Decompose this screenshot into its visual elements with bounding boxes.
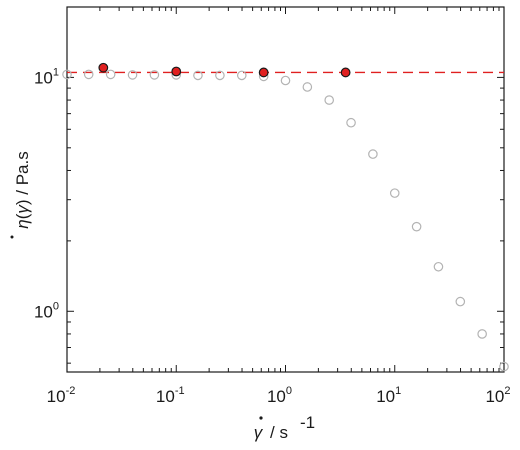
plot-frame	[66, 6, 505, 373]
data-point-open	[477, 329, 487, 339]
data-point-open	[215, 70, 225, 81]
x-tick-label: 102	[485, 385, 510, 406]
svg-text:-1: -1	[300, 413, 315, 432]
data-point-open	[105, 69, 116, 80]
y-tick-labels: 100 101	[34, 66, 59, 321]
data-point-open	[127, 70, 138, 80]
x-tick-label: 101	[376, 385, 401, 406]
svg-text:/ s: / s	[270, 423, 288, 442]
data-point-open	[280, 75, 291, 86]
data-point-open	[302, 82, 313, 92]
x-tick-label: 100	[267, 385, 292, 406]
y-axis-label: η(γ) / Pa.s	[10, 151, 32, 239]
x-axis-label: γ / s -1	[254, 413, 315, 442]
data-point-filled	[258, 67, 269, 78]
data-point-open	[149, 70, 160, 80]
data-point-open	[389, 188, 400, 198]
data-point-open	[455, 296, 466, 307]
data-point-open	[193, 70, 203, 81]
x-tick-label: 10-1	[156, 385, 185, 406]
svg-text:η(γ) / Pa.s: η(γ) / Pa.s	[13, 151, 32, 228]
data-point-open	[324, 95, 335, 105]
data-point-open	[368, 149, 378, 159]
data-point-open	[411, 221, 422, 232]
svg-text:γ: γ	[254, 423, 264, 442]
y-tick-label: 100	[34, 300, 59, 321]
x-tick-label: 10-2	[47, 385, 76, 406]
data-point-filled	[171, 66, 182, 77]
data-point-open	[236, 70, 247, 81]
data-point-filled	[98, 62, 109, 73]
data-point-open	[346, 117, 356, 128]
data-point-open	[83, 69, 94, 80]
y-tick-label: 101	[34, 66, 59, 87]
x-tick-labels: 10-2 10-1 100 101 102	[47, 385, 511, 406]
data-point-filled	[340, 67, 351, 78]
data-point-open	[499, 361, 509, 372]
plot-area	[62, 6, 509, 373]
data-point-open	[62, 69, 72, 80]
data-point-open	[433, 261, 444, 272]
